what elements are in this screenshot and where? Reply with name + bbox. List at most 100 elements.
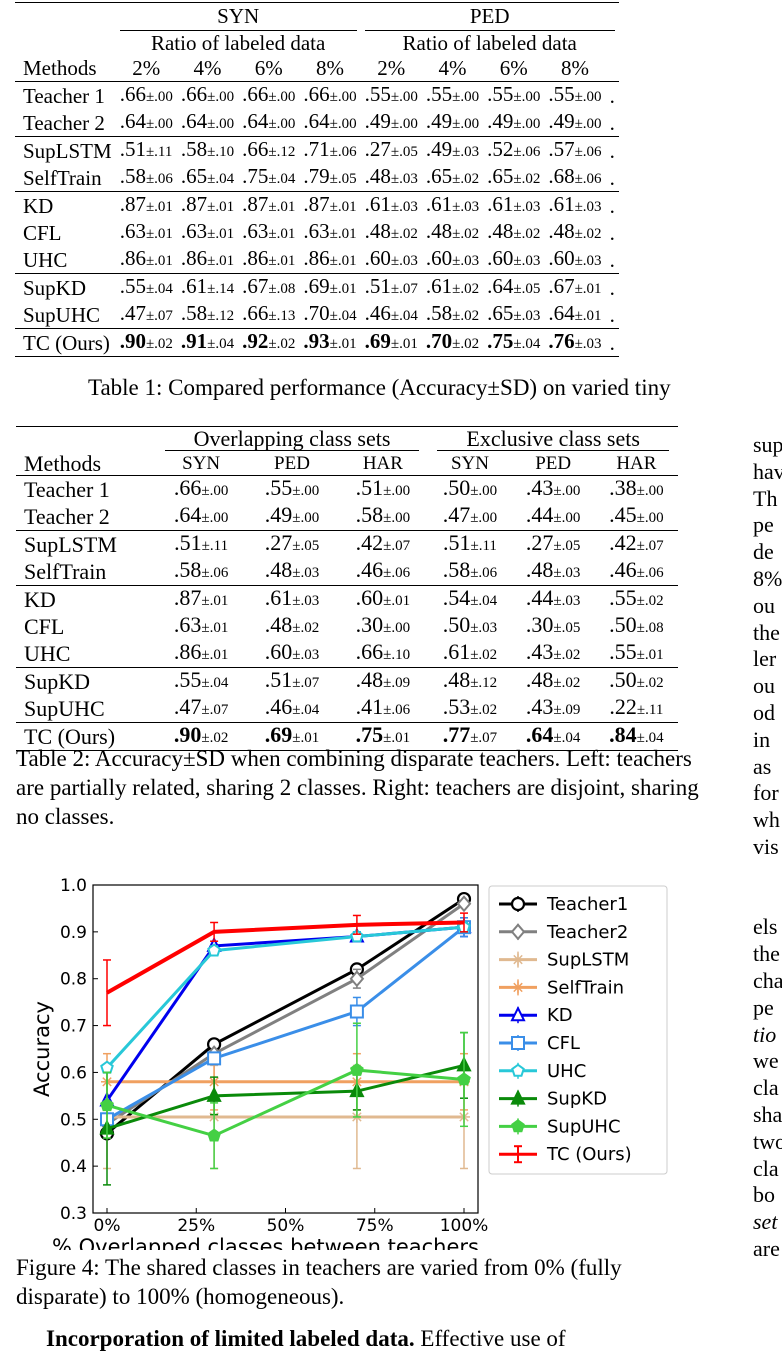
cell-mean: .30 xyxy=(525,612,554,637)
cell-mean: .55 xyxy=(609,585,637,610)
method-name: UHC xyxy=(24,641,71,666)
cell-sd: ±.03 xyxy=(390,199,418,215)
method-name: SupUHC xyxy=(24,696,105,721)
cell-sd: ±.00 xyxy=(390,89,418,105)
cell-sd: ±.00 xyxy=(383,483,411,499)
cell-mean: .48 xyxy=(548,219,575,243)
t1-syn-cell: .66±.13 xyxy=(238,301,299,329)
cell-sd: ±.01 xyxy=(329,199,357,215)
cell-mean: .63 xyxy=(242,219,269,243)
text-fragment xyxy=(753,861,782,888)
cell-sd: ±.09 xyxy=(383,675,411,691)
cell-mean: .38 xyxy=(609,475,637,500)
cell-mean: .42 xyxy=(355,530,384,555)
t2-col-header: SYN xyxy=(428,451,512,476)
cell-mean: .63 xyxy=(119,219,146,243)
cell-mean: .91 xyxy=(180,329,208,353)
cell-mean: .67 xyxy=(242,274,269,298)
text-fragment: od xyxy=(753,699,775,725)
cell-mean: .51 xyxy=(174,530,202,555)
t1-ped-cell: .48±.02 xyxy=(422,219,483,246)
cell-sd: ±.04 xyxy=(553,730,581,746)
t2-group-exclusive: Exclusive class sets xyxy=(428,426,678,451)
cell-sd: ±.04 xyxy=(268,171,296,187)
cell-sd: ±.03 xyxy=(513,199,541,215)
cell-mean: .93 xyxy=(303,329,330,353)
text-fragment: ou xyxy=(753,673,775,699)
cell-mean: .47 xyxy=(173,694,202,719)
cell-mean: .66 xyxy=(242,301,269,325)
cell-sd: ±.00 xyxy=(145,116,173,132)
cell-mean: .49 xyxy=(548,109,575,133)
cell-mean: .63 xyxy=(173,612,202,637)
t1-ped-cell: .65±.03 xyxy=(483,301,544,329)
cell-sd: ±.01 xyxy=(207,226,235,242)
cell-sd: ±.01 xyxy=(329,336,357,352)
legend-marker xyxy=(510,896,526,912)
cell-mean: .47 xyxy=(442,502,471,527)
cell-sd: ±.11 xyxy=(470,538,497,554)
cell-mean: .49 xyxy=(264,502,293,527)
cell-mean: .60 xyxy=(355,585,384,610)
table-row: Teacher 1.66±.00.66±.00.66±.00.66±.00.55… xyxy=(15,82,619,110)
t1-ped-cell: .60±.03 xyxy=(361,246,422,274)
cell-sd: ±.03 xyxy=(452,199,480,215)
t1-syn-cell: .86±.01 xyxy=(116,246,177,274)
cell-sd: ±.07 xyxy=(636,538,664,554)
cell-mean: .47 xyxy=(119,301,146,325)
t2-value-cell: .63±.01 xyxy=(156,613,247,640)
t1-ped-cell: .64±.01 xyxy=(544,301,605,329)
cell-sd: ±.00 xyxy=(553,510,581,526)
t2-value-cell: .22±.11 xyxy=(595,695,678,723)
method-name: Teacher 1 xyxy=(24,477,110,502)
cell-mean: .48 xyxy=(364,164,391,188)
cell-sd: ±.03 xyxy=(292,593,320,609)
text-fragment: ou xyxy=(753,592,775,618)
cell-sd: ±.02 xyxy=(553,675,581,691)
text-fragment: the xyxy=(753,941,780,967)
cell-sd: ±.03 xyxy=(513,308,541,324)
method-name: SupKD xyxy=(15,273,116,301)
cell-sd: ±.02 xyxy=(452,281,480,297)
t2-value-cell: .69±.01 xyxy=(246,722,338,751)
cell-sd: ±.04 xyxy=(513,336,541,352)
t1-syn-cell: .64±.00 xyxy=(177,109,238,137)
t2-value-cell: .51±.11 xyxy=(428,530,512,558)
x-tick-label: 0% xyxy=(94,1216,121,1236)
cell-sd: ±.00 xyxy=(574,116,602,132)
cell-sd: ±.00 xyxy=(329,89,357,105)
cell-sd: ±.08 xyxy=(268,281,296,297)
cell-mean: .49 xyxy=(425,137,453,161)
cell-mean: .75 xyxy=(355,722,384,747)
table-row: Teacher 2.64±.00.64±.00.64±.00.64±.00.49… xyxy=(15,109,619,137)
cell-mean: .55 xyxy=(264,475,293,500)
cell-sd: ±.04 xyxy=(329,308,357,324)
cell-sd: ±.11 xyxy=(636,702,664,718)
table-1: SYN PED Ratio of labeled data Ratio of l… xyxy=(15,2,782,357)
t2-group-overlap: Overlapping class sets xyxy=(155,426,429,451)
table-row: KD .87±.01.87±.01.87±.01.87±.01.61±.03.61… xyxy=(15,191,619,219)
cell-mean: .48 xyxy=(487,219,514,243)
data-point xyxy=(349,1004,364,1019)
t1-syn-cell: .55±.04 xyxy=(115,273,177,301)
cell-mean: .64 xyxy=(487,274,514,298)
t1-syn-cell: .66±.00 xyxy=(299,82,360,110)
legend-box xyxy=(488,885,668,1175)
t1-syn-cell: .86±.01 xyxy=(299,246,360,274)
text-fragment: in xyxy=(753,726,771,752)
t1-ratio-header: 6% xyxy=(238,55,300,82)
x-tick-label: 75% xyxy=(356,1216,394,1236)
cell-sd: ±.02 xyxy=(292,620,320,636)
cell-mean: .84 xyxy=(609,722,637,747)
cell-mean: .46 xyxy=(609,557,637,582)
method-name: KD xyxy=(15,191,116,219)
t1-ped-cell: .75±.04 xyxy=(483,328,545,357)
cell-sd: ±.10 xyxy=(207,144,235,160)
x-tick-label: 50% xyxy=(267,1216,305,1236)
cell-sd: ±.12 xyxy=(470,675,498,691)
t2-value-cell: .60±.03 xyxy=(247,640,338,668)
cell-sd: ±.14 xyxy=(207,281,235,297)
t1-ped-cell: .49±.00 xyxy=(361,109,422,137)
cell-sd: ±.01 xyxy=(574,308,602,324)
cell-mean: .90 xyxy=(173,722,202,747)
